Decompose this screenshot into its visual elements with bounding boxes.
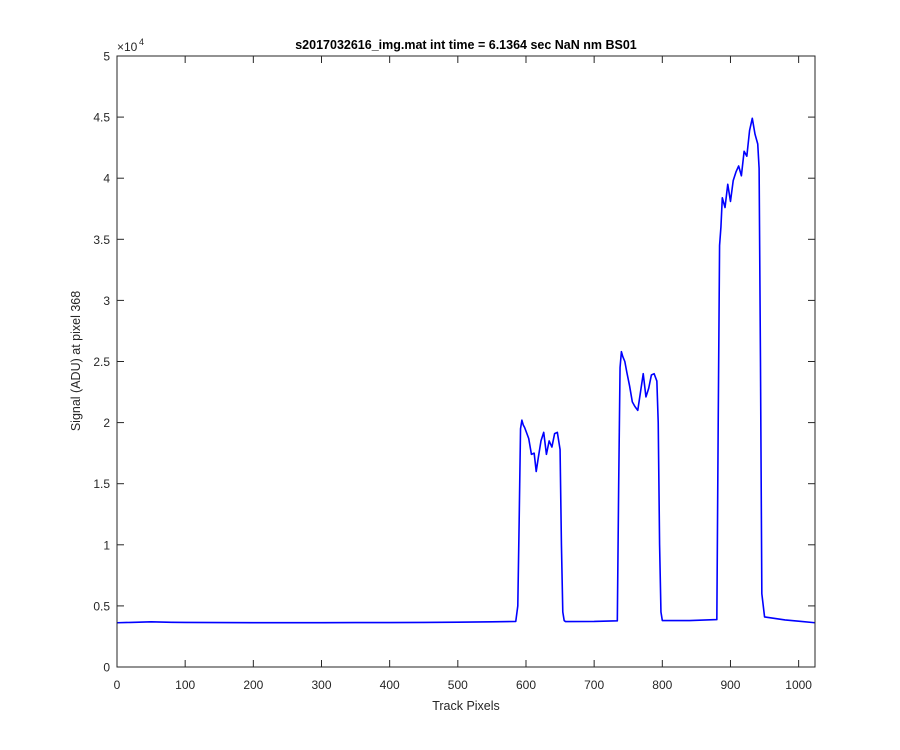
y-tick-label: 0 <box>103 661 110 675</box>
x-axis-label: Track Pixels <box>432 699 500 713</box>
y-axis-label: Signal (ADU) at pixel 368 <box>69 291 83 431</box>
x-tick-label: 900 <box>720 678 740 692</box>
x-tick-label: 600 <box>516 678 536 692</box>
y-exponent-base: ×10 <box>117 40 138 54</box>
y-tick-label: 1 <box>103 538 110 552</box>
x-tick-label: 1000 <box>785 678 812 692</box>
x-tick-label: 500 <box>448 678 468 692</box>
x-tick-label: 700 <box>584 678 604 692</box>
y-tick-label: 0.5 <box>93 599 110 613</box>
y-tick-label: 4.5 <box>93 111 110 125</box>
y-exponent-power: 4 <box>139 37 144 47</box>
plot-area <box>117 56 815 667</box>
series-layer <box>116 117 816 624</box>
axes-background <box>117 56 815 667</box>
y-tick-label: 3 <box>103 294 110 308</box>
x-tick-label: 200 <box>243 678 263 692</box>
tick-labels-layer: 0 100 200 300 400 500 600 700 800 900 1000 0 0.5 1 1.5… <box>93 50 812 693</box>
x-tick-label: 0 <box>114 678 121 692</box>
y-tick-label: 2 <box>103 416 110 430</box>
x-tick-label: 400 <box>380 678 400 692</box>
y-exponent-label: ×10 4 <box>117 37 144 54</box>
series-line-0 <box>116 117 816 624</box>
x-tick-label: 800 <box>652 678 672 692</box>
x-tick-label: 300 <box>311 678 331 692</box>
y-tick-label: 2.5 <box>93 355 110 369</box>
y-tick-label: 3.5 <box>93 233 110 247</box>
y-tick-label: 1.5 <box>93 477 110 491</box>
y-tick-label: 4 <box>103 172 110 186</box>
chart-title: s2017032616_img.mat int time = 6.1364 se… <box>295 38 637 52</box>
y-tick-label: 5 <box>103 50 110 64</box>
axes-box <box>116 55 816 668</box>
x-tick-label: 100 <box>175 678 195 692</box>
